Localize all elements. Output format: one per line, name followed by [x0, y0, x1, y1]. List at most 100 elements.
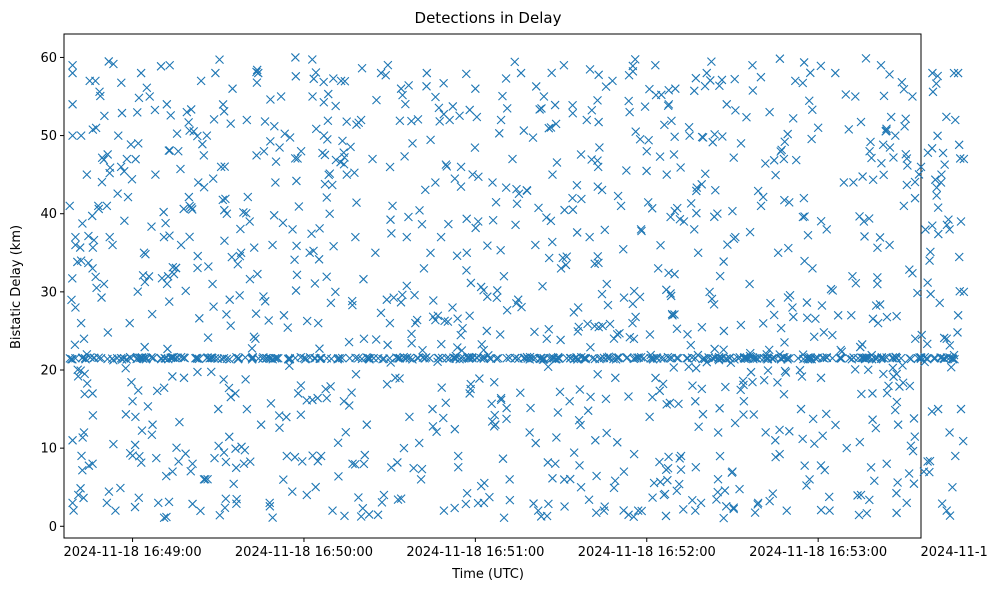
data-point	[898, 360, 907, 370]
data-point	[572, 180, 582, 190]
data-point	[209, 302, 218, 312]
data-point	[313, 318, 323, 328]
data-point	[268, 240, 277, 250]
data-point	[516, 68, 526, 78]
data-point	[87, 211, 97, 221]
data-point	[362, 420, 372, 430]
data-point	[482, 292, 492, 302]
data-point	[932, 191, 942, 200]
data-point	[784, 198, 794, 207]
data-point	[193, 367, 202, 377]
data-point	[528, 133, 538, 142]
data-point	[904, 469, 914, 478]
data-point	[530, 240, 540, 250]
data-point	[854, 510, 864, 520]
data-point	[293, 389, 303, 398]
data-point	[933, 71, 943, 81]
data-point	[331, 155, 341, 165]
data-point	[136, 458, 146, 467]
data-point	[799, 193, 809, 203]
data-point	[783, 243, 793, 253]
x-tick-label: 2024-11-18 16:51:00	[406, 545, 544, 560]
data-point	[825, 506, 834, 516]
data-point	[926, 289, 936, 299]
data-point	[514, 189, 524, 199]
data-point	[655, 152, 665, 162]
data-point	[465, 105, 475, 115]
data-point	[551, 433, 561, 442]
data-point	[436, 232, 446, 242]
data-point	[215, 55, 224, 65]
data-point	[243, 192, 253, 202]
data-point	[842, 443, 852, 453]
data-point	[662, 475, 672, 485]
data-point	[766, 298, 775, 308]
data-point	[595, 143, 604, 152]
data-point	[544, 123, 554, 133]
data-point	[148, 353, 158, 363]
data-point	[501, 74, 511, 83]
data-point	[470, 84, 480, 94]
data-point	[531, 438, 541, 448]
data-point	[379, 354, 389, 364]
data-point	[488, 178, 497, 187]
data-point	[758, 192, 768, 202]
data-point	[483, 350, 493, 360]
data-point	[241, 208, 251, 218]
data-point	[450, 174, 460, 184]
data-point	[320, 150, 330, 160]
data-point	[385, 318, 395, 328]
data-point	[404, 80, 414, 90]
data-point	[946, 362, 956, 372]
data-point	[937, 499, 947, 509]
data-point	[798, 78, 808, 88]
data-point	[710, 130, 720, 139]
data-point	[194, 313, 204, 323]
data-point	[322, 134, 332, 144]
data-point	[352, 198, 361, 208]
data-point	[784, 426, 794, 436]
data-point	[676, 451, 686, 461]
data-point	[80, 389, 90, 399]
data-point	[698, 354, 707, 364]
data-point	[237, 442, 246, 452]
data-point	[462, 265, 471, 275]
data-point	[631, 312, 640, 322]
data-point	[166, 353, 176, 363]
data-point	[428, 404, 437, 414]
data-point	[763, 353, 772, 363]
data-point	[433, 311, 443, 321]
data-point	[383, 60, 393, 70]
data-point	[116, 78, 126, 88]
data-point	[319, 77, 329, 87]
data-point	[664, 85, 674, 95]
data-point	[84, 461, 94, 471]
data-point	[808, 264, 817, 273]
x-tick-label: 2024-11-18 16:49:00	[64, 545, 202, 560]
data-point	[670, 310, 679, 319]
data-point	[822, 224, 832, 234]
data-point	[88, 264, 97, 273]
data-point	[326, 298, 336, 308]
data-point	[559, 475, 569, 484]
data-point	[573, 355, 582, 364]
data-point	[259, 292, 268, 301]
data-point	[399, 352, 409, 362]
data-point	[462, 248, 472, 258]
data-point	[690, 396, 700, 406]
data-point	[426, 135, 435, 145]
data-point	[779, 389, 789, 399]
data-point	[511, 220, 520, 230]
data-point	[405, 412, 414, 422]
data-point	[301, 354, 311, 363]
data-point	[143, 401, 153, 411]
data-point	[848, 271, 857, 281]
data-point	[122, 154, 132, 164]
data-point	[882, 388, 892, 398]
data-point	[431, 92, 440, 102]
data-point	[97, 153, 107, 163]
data-point	[925, 456, 935, 466]
data-point	[69, 506, 79, 515]
data-point	[624, 70, 634, 80]
data-point	[82, 379, 92, 388]
